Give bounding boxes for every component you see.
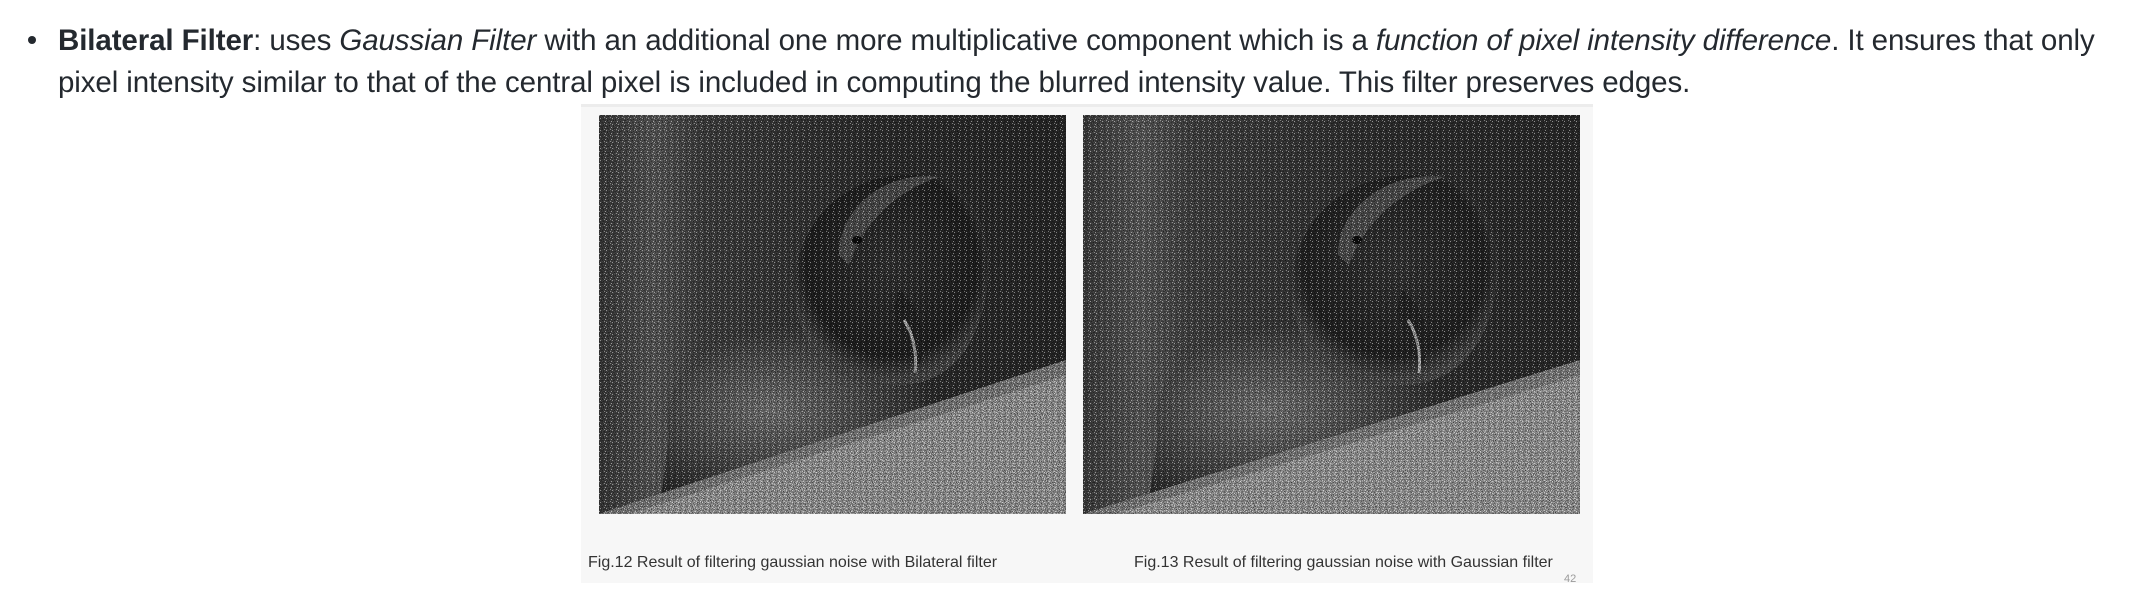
bird-photo-bilateral bbox=[599, 115, 1066, 514]
italic-function-of-pixel-intensity: function of pixel intensity difference bbox=[1375, 24, 1832, 57]
paragraph-segment-2: with an additional one more multiplicati… bbox=[536, 24, 1376, 57]
figure-comparison: Fig.12 Result of filtering gaussian nois… bbox=[581, 104, 1593, 585]
paragraph-segment-3: . It ensures that only pixel intensity s… bbox=[58, 24, 2095, 99]
term-bilateral-filter: Bilateral Filter bbox=[58, 24, 254, 57]
bird-image-gaussian bbox=[1083, 115, 1580, 514]
caption-fig-13: Fig.13 Result of filtering gaussian nois… bbox=[1134, 554, 1553, 571]
bullet-dot bbox=[28, 36, 36, 44]
paragraph-segment-1: : uses bbox=[253, 24, 340, 57]
bird-photo-gaussian bbox=[1083, 115, 1580, 514]
bullet-paragraph: Bilateral Filter: uses Gaussian Filter w… bbox=[58, 20, 2118, 104]
page-number: 42 bbox=[1564, 573, 1577, 585]
italic-gaussian-filter: Gaussian Filter bbox=[339, 24, 537, 57]
bird-image-bilateral bbox=[599, 115, 1066, 514]
caption-fig-12: Fig.12 Result of filtering gaussian nois… bbox=[588, 554, 998, 571]
